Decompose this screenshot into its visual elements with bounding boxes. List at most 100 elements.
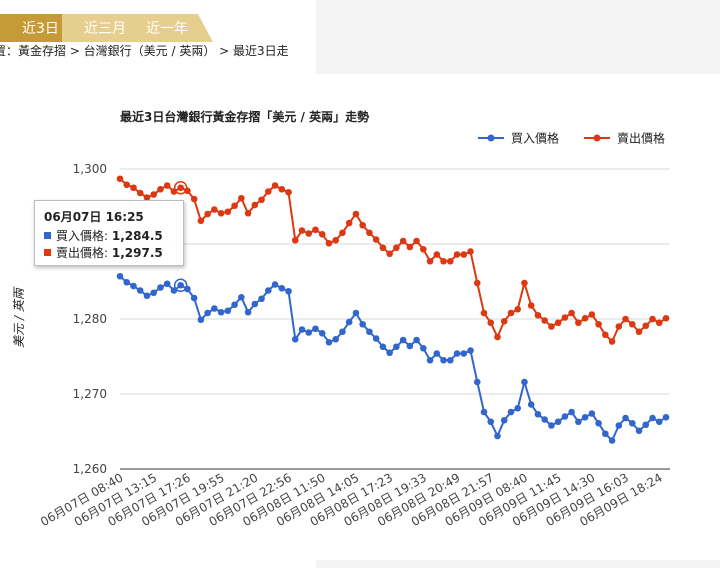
data-point[interactable] xyxy=(244,209,252,217)
data-point[interactable] xyxy=(123,181,131,189)
data-point[interactable] xyxy=(143,292,151,300)
data-point[interactable] xyxy=(534,410,542,418)
data-point[interactable] xyxy=(190,294,198,302)
data-point[interactable] xyxy=(372,335,380,342)
data-point[interactable] xyxy=(406,342,414,350)
data-point[interactable] xyxy=(278,284,286,292)
data-point[interactable] xyxy=(440,257,447,265)
data-point[interactable] xyxy=(473,378,481,386)
data-point[interactable] xyxy=(130,282,137,290)
data-point[interactable] xyxy=(318,329,326,337)
data-point[interactable] xyxy=(548,422,555,429)
data-point[interactable] xyxy=(123,278,131,286)
data-point[interactable] xyxy=(366,229,373,237)
data-point[interactable] xyxy=(446,356,454,364)
data-point[interactable] xyxy=(507,309,515,317)
data-point[interactable] xyxy=(399,336,407,344)
data-point[interactable] xyxy=(271,281,279,288)
data-point[interactable] xyxy=(521,378,528,386)
data-point[interactable] xyxy=(197,217,205,225)
data-point[interactable] xyxy=(541,317,548,324)
data-point[interactable] xyxy=(561,413,569,420)
data-point[interactable] xyxy=(420,245,427,253)
data-point[interactable] xyxy=(116,272,124,280)
data-point[interactable] xyxy=(190,195,198,203)
data-point[interactable] xyxy=(494,432,501,440)
data-point[interactable] xyxy=(588,410,596,417)
data-point[interactable] xyxy=(359,320,366,328)
data-point[interactable] xyxy=(352,309,360,317)
data-point[interactable] xyxy=(453,350,461,357)
data-point[interactable] xyxy=(433,251,441,258)
data-point[interactable] xyxy=(163,280,171,288)
data-point[interactable] xyxy=(655,418,663,426)
data-point[interactable] xyxy=(291,236,299,244)
data-point[interactable] xyxy=(473,279,481,287)
data-point[interactable] xyxy=(251,300,259,308)
data-point[interactable] xyxy=(278,185,286,193)
data-point[interactable] xyxy=(608,437,616,444)
data-point[interactable] xyxy=(359,221,366,229)
data-point[interactable] xyxy=(554,319,562,327)
data-point[interactable] xyxy=(339,328,346,336)
data-point[interactable] xyxy=(312,325,319,333)
data-point[interactable] xyxy=(285,188,292,196)
data-point[interactable] xyxy=(366,328,373,336)
legend-item-sell[interactable]: 賣出價格 xyxy=(584,131,665,146)
data-point[interactable] xyxy=(561,314,569,321)
data-point[interactable] xyxy=(386,250,393,258)
data-point[interactable] xyxy=(433,350,441,357)
data-point[interactable] xyxy=(150,191,158,198)
data-point[interactable] xyxy=(615,323,623,330)
data-point[interactable] xyxy=(217,308,225,316)
data-point[interactable] xyxy=(231,301,238,309)
data-point[interactable] xyxy=(332,236,340,244)
data-point[interactable] xyxy=(197,316,205,324)
data-point[interactable] xyxy=(244,308,252,316)
data-point[interactable] xyxy=(372,236,380,243)
data-point[interactable] xyxy=(177,281,184,289)
data-point[interactable] xyxy=(298,326,306,333)
data-point[interactable] xyxy=(393,343,400,351)
data-point[interactable] xyxy=(291,335,299,343)
data-point[interactable] xyxy=(238,293,245,301)
data-point[interactable] xyxy=(649,414,656,422)
data-point[interactable] xyxy=(312,226,319,234)
data-point[interactable] xyxy=(460,350,468,357)
data-point[interactable] xyxy=(662,413,670,421)
highlighted-point[interactable] xyxy=(173,181,188,195)
data-point[interactable] xyxy=(136,287,144,294)
data-point[interactable] xyxy=(379,244,387,252)
data-point[interactable] xyxy=(204,309,211,317)
data-point[interactable] xyxy=(204,210,211,218)
data-point[interactable] xyxy=(345,318,353,326)
data-point[interactable] xyxy=(285,287,292,295)
data-point[interactable] xyxy=(211,206,218,213)
data-point[interactable] xyxy=(420,344,427,352)
data-point[interactable] xyxy=(521,279,528,287)
data-point[interactable] xyxy=(406,243,414,251)
data-point[interactable] xyxy=(514,305,522,313)
data-point[interactable] xyxy=(602,331,609,339)
data-point[interactable] xyxy=(399,237,407,245)
data-point[interactable] xyxy=(426,257,434,265)
data-point[interactable] xyxy=(413,237,420,245)
data-point[interactable] xyxy=(649,315,656,323)
data-point[interactable] xyxy=(628,320,636,328)
data-point[interactable] xyxy=(393,244,400,252)
data-point[interactable] xyxy=(446,257,454,265)
data-point[interactable] xyxy=(305,329,313,336)
data-point[interactable] xyxy=(231,202,238,210)
data-point[interactable] xyxy=(595,320,602,328)
data-point[interactable] xyxy=(588,311,596,318)
data-point[interactable] xyxy=(332,335,340,343)
data-point[interactable] xyxy=(541,416,548,423)
data-point[interactable] xyxy=(298,227,306,234)
data-point[interactable] xyxy=(224,307,232,315)
data-point[interactable] xyxy=(642,421,650,429)
data-point[interactable] xyxy=(575,418,582,426)
data-point[interactable] xyxy=(642,322,650,330)
data-point[interactable] xyxy=(581,413,589,421)
data-point[interactable] xyxy=(554,418,562,426)
data-point[interactable] xyxy=(440,356,447,364)
